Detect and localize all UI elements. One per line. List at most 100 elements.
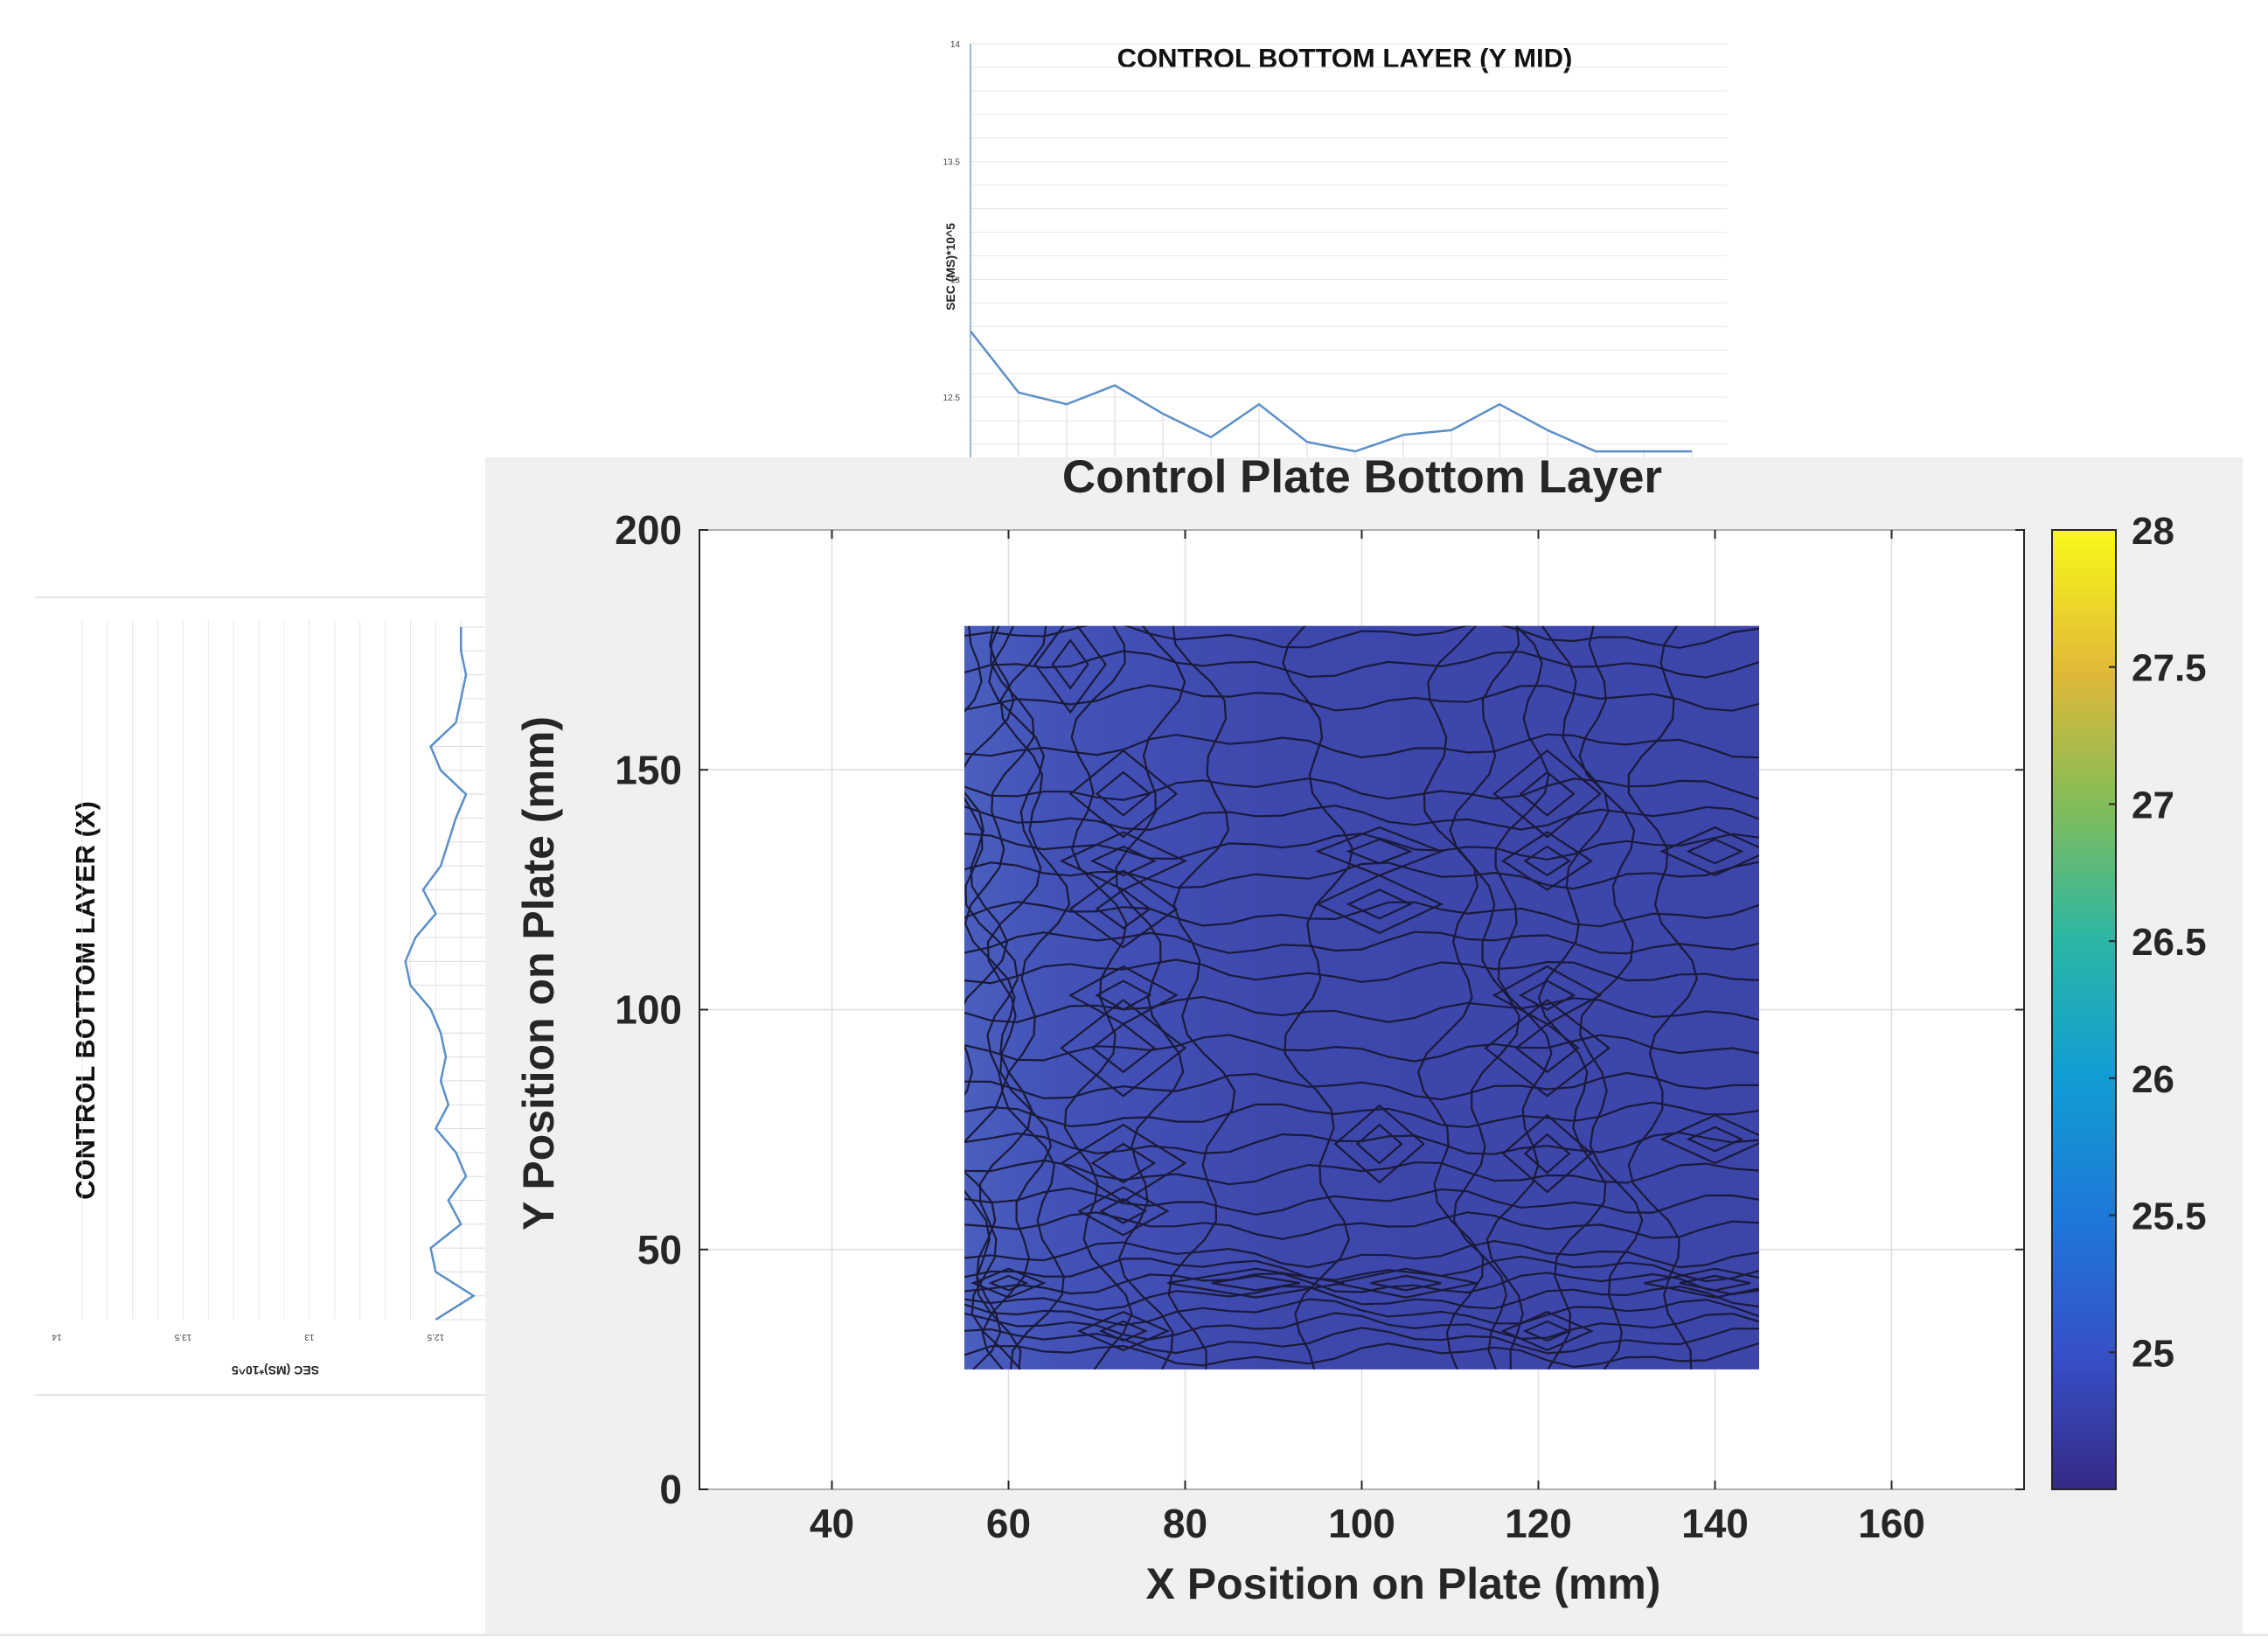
contour-line <box>1537 625 1610 1370</box>
main-chart-x-ticks: 40 60 80 100 120 140 160 <box>810 530 1925 1546</box>
contour-diamond-inner <box>988 1274 1029 1292</box>
contour-line <box>999 625 1071 1370</box>
main-contour-chart: Control Plate Bottom Layer 40 60 80 100 120 1… <box>514 451 2207 1608</box>
contour-line <box>964 1159 1759 1186</box>
contour-diamond-inner <box>1090 1142 1157 1184</box>
colorbar-tick-label: 27 <box>2132 784 2174 826</box>
colorbar-tick-label: 25 <box>2132 1332 2174 1375</box>
contour-diamond <box>1068 869 1179 949</box>
top-chart-y-label: SEC (MS)*10^5 <box>943 223 957 310</box>
y-tick-label: 50 <box>637 1227 682 1272</box>
contour-line <box>964 684 1759 712</box>
contour-diamond-inner <box>1686 1126 1744 1153</box>
left-chart-gridlines <box>81 620 512 1321</box>
contour-diamond-inner <box>1051 638 1089 690</box>
top-chart-series-line <box>970 330 1692 453</box>
top-y-tick-label: 14 <box>950 40 961 50</box>
contour-line <box>1627 625 1699 1370</box>
left-chart-x-ticks: 14 13.5 13 12.5 <box>52 1332 444 1342</box>
contour-line <box>1167 625 1236 1370</box>
contour-diamond-inner <box>1522 1320 1572 1342</box>
left-x-tick-label: 13 <box>304 1332 315 1342</box>
contour-diamond-inner <box>1355 1123 1403 1165</box>
contour-line <box>964 650 1759 679</box>
contour-line <box>964 733 1759 759</box>
contour-line <box>964 1211 1759 1240</box>
x-tick-label: 120 <box>1505 1501 1572 1546</box>
x-tick-label: 100 <box>1328 1501 1395 1546</box>
left-chart-x-label: SEC (MS)*10^5 <box>232 1363 319 1377</box>
contour-line <box>964 1272 1759 1296</box>
contour-diamond <box>1333 1104 1425 1184</box>
contour-diamond <box>1076 1310 1171 1352</box>
contour-line <box>964 625 1009 1370</box>
main-chart-y-label: Y Position on Plate (mm) <box>514 716 563 1230</box>
contour-diamond-inner <box>1346 838 1414 865</box>
colorbar-tick-label: 26.5 <box>2132 921 2207 964</box>
main-chart-title: Control Plate Bottom Layer <box>1062 457 1662 503</box>
y-tick-label: 200 <box>615 507 682 553</box>
colorbar <box>2051 529 2117 1490</box>
contour-line <box>1485 625 1553 1370</box>
contour-line <box>964 1342 1759 1369</box>
contour-line <box>964 1034 1759 1063</box>
contour-diamond <box>1068 749 1179 839</box>
contour-line <box>964 777 1759 801</box>
contour-diamond <box>1484 999 1611 1098</box>
colorbar-tick-label: 25.5 <box>2132 1195 2207 1238</box>
left-x-tick-label: 13.5 <box>174 1332 191 1342</box>
contour-diamond <box>1501 1113 1593 1194</box>
contour-line <box>964 625 1022 1370</box>
contour-line <box>964 861 1759 890</box>
contour-diamond-inner <box>1346 889 1413 920</box>
top-y-tick-label: 12.5 <box>943 394 961 403</box>
top-chart-title: CONTROL BOTTOM LAYER (Y MID) <box>1117 43 1573 73</box>
contour-diamond <box>1500 1310 1594 1352</box>
contour-line <box>1417 625 1485 1370</box>
contour-diamond-inner <box>1370 1274 1442 1292</box>
contour-diamond-inner <box>1095 770 1151 817</box>
main-contour-chart-panel: Control Plate Bottom Layer 40 60 80 100 120 1… <box>485 451 2243 1634</box>
top-line-chart-panel: CONTROL BOTTOM LAYER (Y MID) SEC (MS)*10… <box>887 13 1744 468</box>
left-chart-title: CONTROL BOTTOM LAYER (X) <box>70 801 101 1200</box>
main-chart-x-label: X Position on Plate (mm) <box>1146 1559 1661 1608</box>
colorbar-tick-label: 26 <box>2132 1058 2174 1101</box>
contour-line <box>964 1312 1759 1341</box>
x-tick-label: 80 <box>1163 1501 1207 1546</box>
page-bottom-divider <box>0 1634 2268 1636</box>
contour-field <box>964 625 1759 1370</box>
y-tick-label: 0 <box>659 1467 682 1512</box>
contour-line <box>964 1071 1759 1101</box>
contour-diamond-inner <box>1519 770 1576 817</box>
contour-line <box>964 625 1035 1370</box>
contour-diamond <box>971 1267 1047 1299</box>
contour-diamond <box>1033 625 1107 714</box>
contour-diamond <box>1492 749 1602 839</box>
top-chart-gridlines <box>970 43 1727 468</box>
contour-diamond <box>1334 1267 1478 1299</box>
contour-diamond-inner <box>1523 845 1571 877</box>
contour-line <box>964 805 1759 832</box>
contour-diamond-inner <box>1095 979 1152 1011</box>
contour-diamond-inner <box>1095 889 1151 930</box>
contour-diamond-inner <box>1089 845 1157 877</box>
main-chart-y-ticks: 0 50 100 150 200 <box>615 507 2024 1512</box>
contour-line <box>964 1101 1759 1129</box>
y-tick-label: 100 <box>615 987 682 1033</box>
left-line-chart: CONTROL BOTTOM LAYER (X) 14 13.5 13 12.5 SE… <box>52 620 512 1377</box>
x-tick-label: 60 <box>986 1501 1031 1546</box>
left-x-tick-label: 12.5 <box>427 1332 444 1342</box>
colorbar-ticks: 25 25.5 26 26.5 27 27.5 28 <box>2109 510 2207 1375</box>
contour-diamond-inner <box>1099 1197 1148 1224</box>
left-x-tick-label: 14 <box>52 1332 62 1342</box>
contour-line <box>964 625 1759 649</box>
left-chart-series-line <box>404 627 477 1321</box>
contour-diamond <box>1076 1186 1170 1237</box>
contour-lines <box>964 625 1759 1370</box>
contour-diamond <box>1059 831 1188 891</box>
contour-diamond <box>1060 1123 1187 1203</box>
contour-diamond-inner <box>1679 1274 1751 1292</box>
contour-line <box>981 625 1053 1370</box>
left-line-chart-panel: CONTROL BOTTOM LAYER (X) 14 13.5 13 12.5 SE… <box>35 596 512 1396</box>
contour-diamond-inner <box>1523 1133 1571 1175</box>
